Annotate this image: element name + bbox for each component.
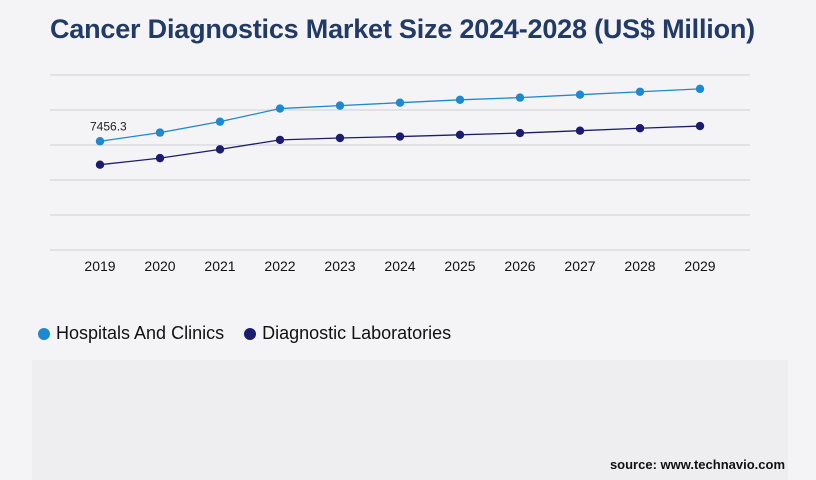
x-tick-label: 2026 bbox=[504, 258, 535, 274]
data-point bbox=[275, 135, 285, 145]
data-point bbox=[215, 117, 225, 126]
x-tick-label: 2025 bbox=[444, 258, 475, 274]
chart-title: Cancer Diagnostics Market Size 2024-2028… bbox=[50, 14, 755, 44]
x-tick-label: 2029 bbox=[684, 258, 715, 274]
legend-swatch bbox=[38, 327, 50, 340]
data-point bbox=[455, 95, 465, 104]
legend-item-laboratories: Diagnostic Laboratories bbox=[244, 323, 451, 344]
data-point bbox=[395, 98, 405, 107]
x-axis-tick-labels: 2019 2020 2021 2022 2023 2024 2025 2026 2027 2028… bbox=[84, 258, 715, 274]
x-tick-label: 2022 bbox=[264, 258, 295, 274]
data-point bbox=[635, 124, 645, 133]
line-chart: 2019 2020 2021 2022 2023 2024 2025 2026 2027 2028… bbox=[50, 74, 750, 274]
legend-swatch bbox=[244, 327, 257, 340]
data-point bbox=[575, 126, 585, 135]
legend-label: Hospitals And Clinics bbox=[56, 323, 225, 343]
x-tick-label: 2027 bbox=[564, 258, 595, 274]
annotations: 7456.3 bbox=[90, 119, 127, 133]
x-tick-label: 2024 bbox=[384, 258, 415, 274]
data-label: 7456.3 bbox=[90, 119, 127, 133]
data-point bbox=[155, 153, 165, 163]
data-point bbox=[455, 130, 465, 139]
data-point bbox=[515, 128, 525, 138]
x-tick-label: 2019 bbox=[84, 258, 115, 274]
data-point bbox=[515, 93, 525, 102]
data-point bbox=[335, 101, 345, 110]
data-point bbox=[575, 90, 585, 99]
data-point bbox=[695, 121, 705, 131]
data-point bbox=[695, 84, 705, 94]
legend-item-hospitals: Hospitals And Clinics bbox=[38, 323, 224, 344]
legend: Hospitals And Clinics Diagnostic Laborat… bbox=[38, 323, 451, 344]
x-tick-label: 2023 bbox=[324, 258, 355, 274]
data-point bbox=[395, 132, 405, 141]
source-credit: source: www.technavio.com bbox=[609, 457, 785, 472]
data-point bbox=[635, 87, 645, 96]
x-tick-label: 2021 bbox=[204, 258, 235, 274]
x-tick-label: 2028 bbox=[624, 258, 655, 274]
data-point bbox=[95, 137, 105, 146]
x-tick-label: 2020 bbox=[144, 258, 175, 274]
gridlines bbox=[50, 74, 750, 251]
legend-panel-background bbox=[32, 360, 788, 480]
data-point bbox=[95, 160, 105, 169]
data-point bbox=[155, 128, 165, 137]
series-layer bbox=[95, 84, 705, 169]
data-point bbox=[275, 104, 285, 113]
data-point bbox=[215, 145, 225, 154]
legend-label: Diagnostic Laboratories bbox=[262, 323, 452, 343]
data-point bbox=[335, 133, 345, 143]
